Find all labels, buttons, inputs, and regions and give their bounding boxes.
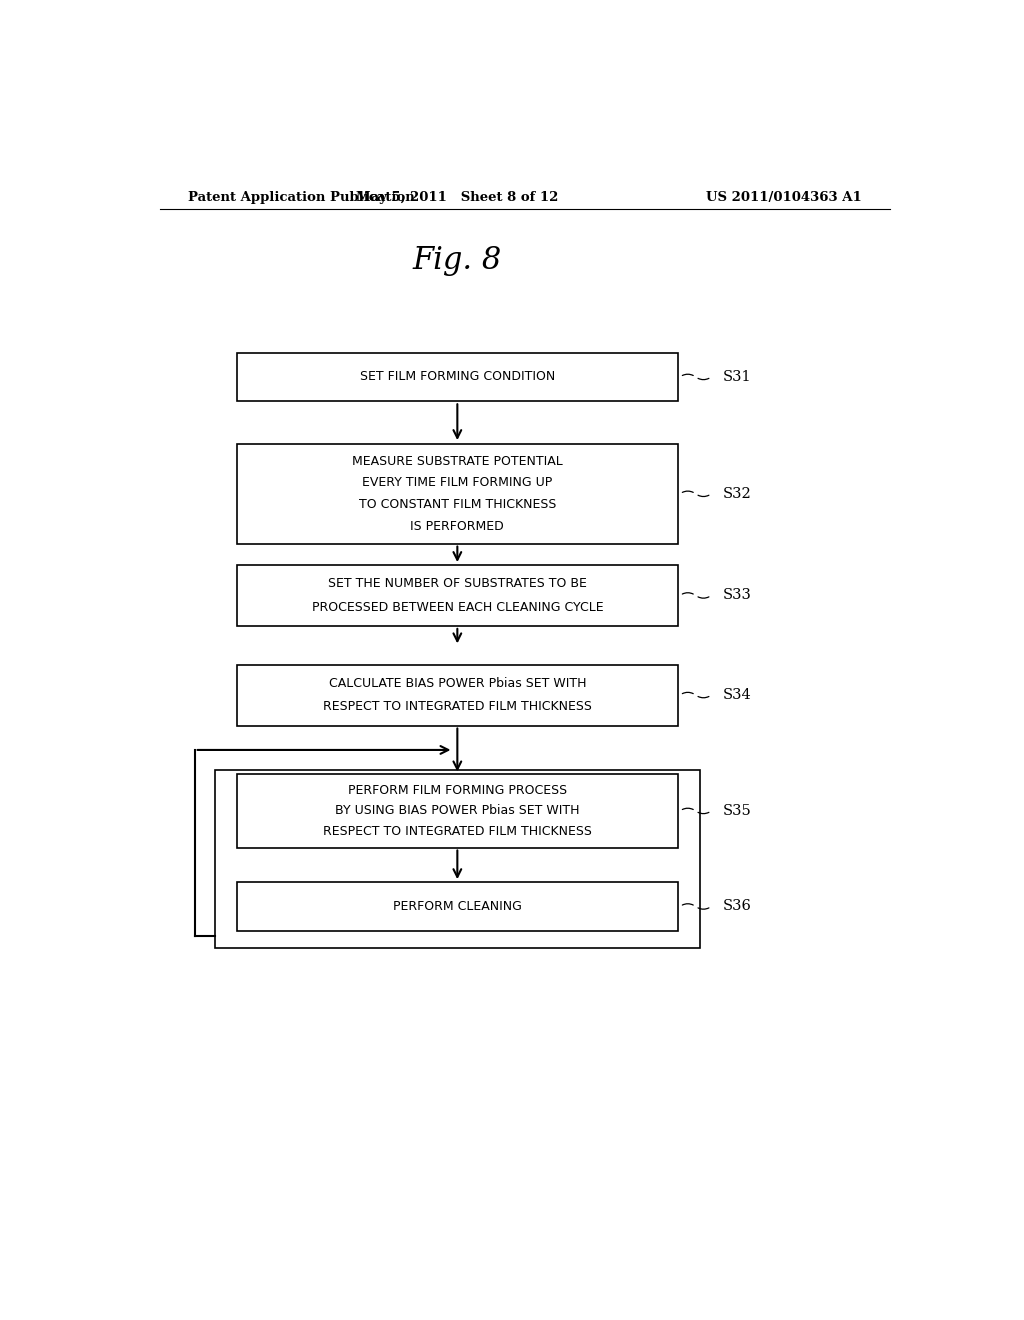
Bar (238, 882, 678, 931)
Text: Fig. 8: Fig. 8 (413, 244, 502, 276)
Text: May 5, 2011   Sheet 8 of 12: May 5, 2011 Sheet 8 of 12 (356, 190, 558, 203)
Text: US 2011/0104363 A1: US 2011/0104363 A1 (707, 190, 862, 203)
Text: RESPECT TO INTEGRATED FILM THICKNESS: RESPECT TO INTEGRATED FILM THICKNESS (323, 701, 592, 713)
Text: MEASURE SUBSTRATE POTENTIAL: MEASURE SUBSTRATE POTENTIAL (352, 455, 563, 467)
Text: PROCESSED BETWEEN EACH CLEANING CYCLE: PROCESSED BETWEEN EACH CLEANING CYCLE (311, 601, 603, 614)
Bar (238, 352, 678, 401)
Text: RESPECT TO INTEGRATED FILM THICKNESS: RESPECT TO INTEGRATED FILM THICKNESS (323, 825, 592, 838)
Text: S32: S32 (723, 487, 752, 500)
Text: Patent Application Publication: Patent Application Publication (187, 190, 415, 203)
Text: TO CONSTANT FILM THICKNESS: TO CONSTANT FILM THICKNESS (358, 498, 556, 511)
Bar (238, 565, 678, 626)
Text: SET THE NUMBER OF SUBSTRATES TO BE: SET THE NUMBER OF SUBSTRATES TO BE (328, 577, 587, 590)
Bar (238, 444, 678, 544)
Text: BY USING BIAS POWER Pbias SET WITH: BY USING BIAS POWER Pbias SET WITH (335, 804, 580, 817)
Bar (214, 770, 700, 948)
Bar (238, 775, 678, 847)
Bar (238, 664, 678, 726)
Text: CALCULATE BIAS POWER Pbias SET WITH: CALCULATE BIAS POWER Pbias SET WITH (329, 677, 586, 690)
Text: S35: S35 (723, 804, 752, 818)
Text: SET FILM FORMING CONDITION: SET FILM FORMING CONDITION (359, 371, 555, 383)
Text: S34: S34 (723, 688, 752, 702)
Text: PERFORM FILM FORMING PROCESS: PERFORM FILM FORMING PROCESS (348, 784, 567, 797)
Text: PERFORM CLEANING: PERFORM CLEANING (393, 900, 522, 913)
Text: S36: S36 (723, 899, 752, 913)
Text: S31: S31 (723, 370, 752, 384)
Text: S33: S33 (723, 589, 752, 602)
Text: EVERY TIME FILM FORMING UP: EVERY TIME FILM FORMING UP (362, 477, 553, 490)
Text: IS PERFORMED: IS PERFORMED (411, 520, 504, 533)
